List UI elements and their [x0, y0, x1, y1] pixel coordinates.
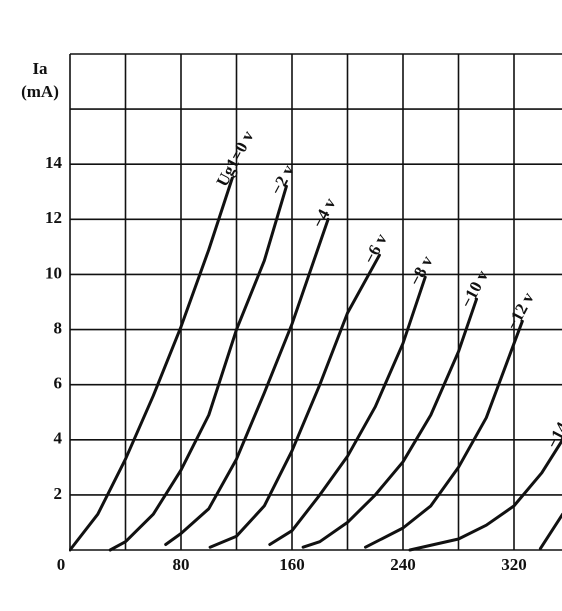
y-tick-label: 6 [54, 374, 63, 393]
curve-label: −4 v [308, 194, 340, 231]
x-tick-label: 160 [279, 555, 305, 574]
y-tick-label: 2 [54, 484, 63, 503]
curve [108, 184, 288, 552]
y-tick-label: 12 [45, 208, 62, 227]
x-tick-label: 0 [57, 555, 66, 574]
x-tick-label: 80 [173, 555, 190, 574]
curve [301, 297, 478, 549]
curve-label: −6 v [360, 230, 392, 267]
y-tick-label: 4 [54, 429, 63, 448]
curve-label: −8 v [405, 252, 437, 289]
curve-label: −2 v [267, 161, 299, 198]
curve [208, 253, 381, 549]
curve [69, 176, 234, 552]
y-tick-label: 8 [54, 318, 63, 337]
curve [538, 512, 562, 551]
y-axis-label: Ia [32, 59, 48, 78]
curve [164, 217, 330, 546]
y-axis-unit: (mA) [21, 82, 59, 101]
curve [364, 319, 524, 549]
y-tick-label: 10 [45, 263, 62, 282]
x-tick-label: 320 [501, 555, 527, 574]
x-tick-label: 240 [390, 555, 416, 574]
curve-label: Ug1=0 v [213, 127, 258, 190]
curve-label: −14 v [543, 407, 562, 451]
y-tick-label: 14 [45, 153, 63, 172]
curve-label: −10 v [457, 267, 493, 311]
curve [408, 438, 562, 552]
curve-label: −12 v [503, 289, 539, 333]
